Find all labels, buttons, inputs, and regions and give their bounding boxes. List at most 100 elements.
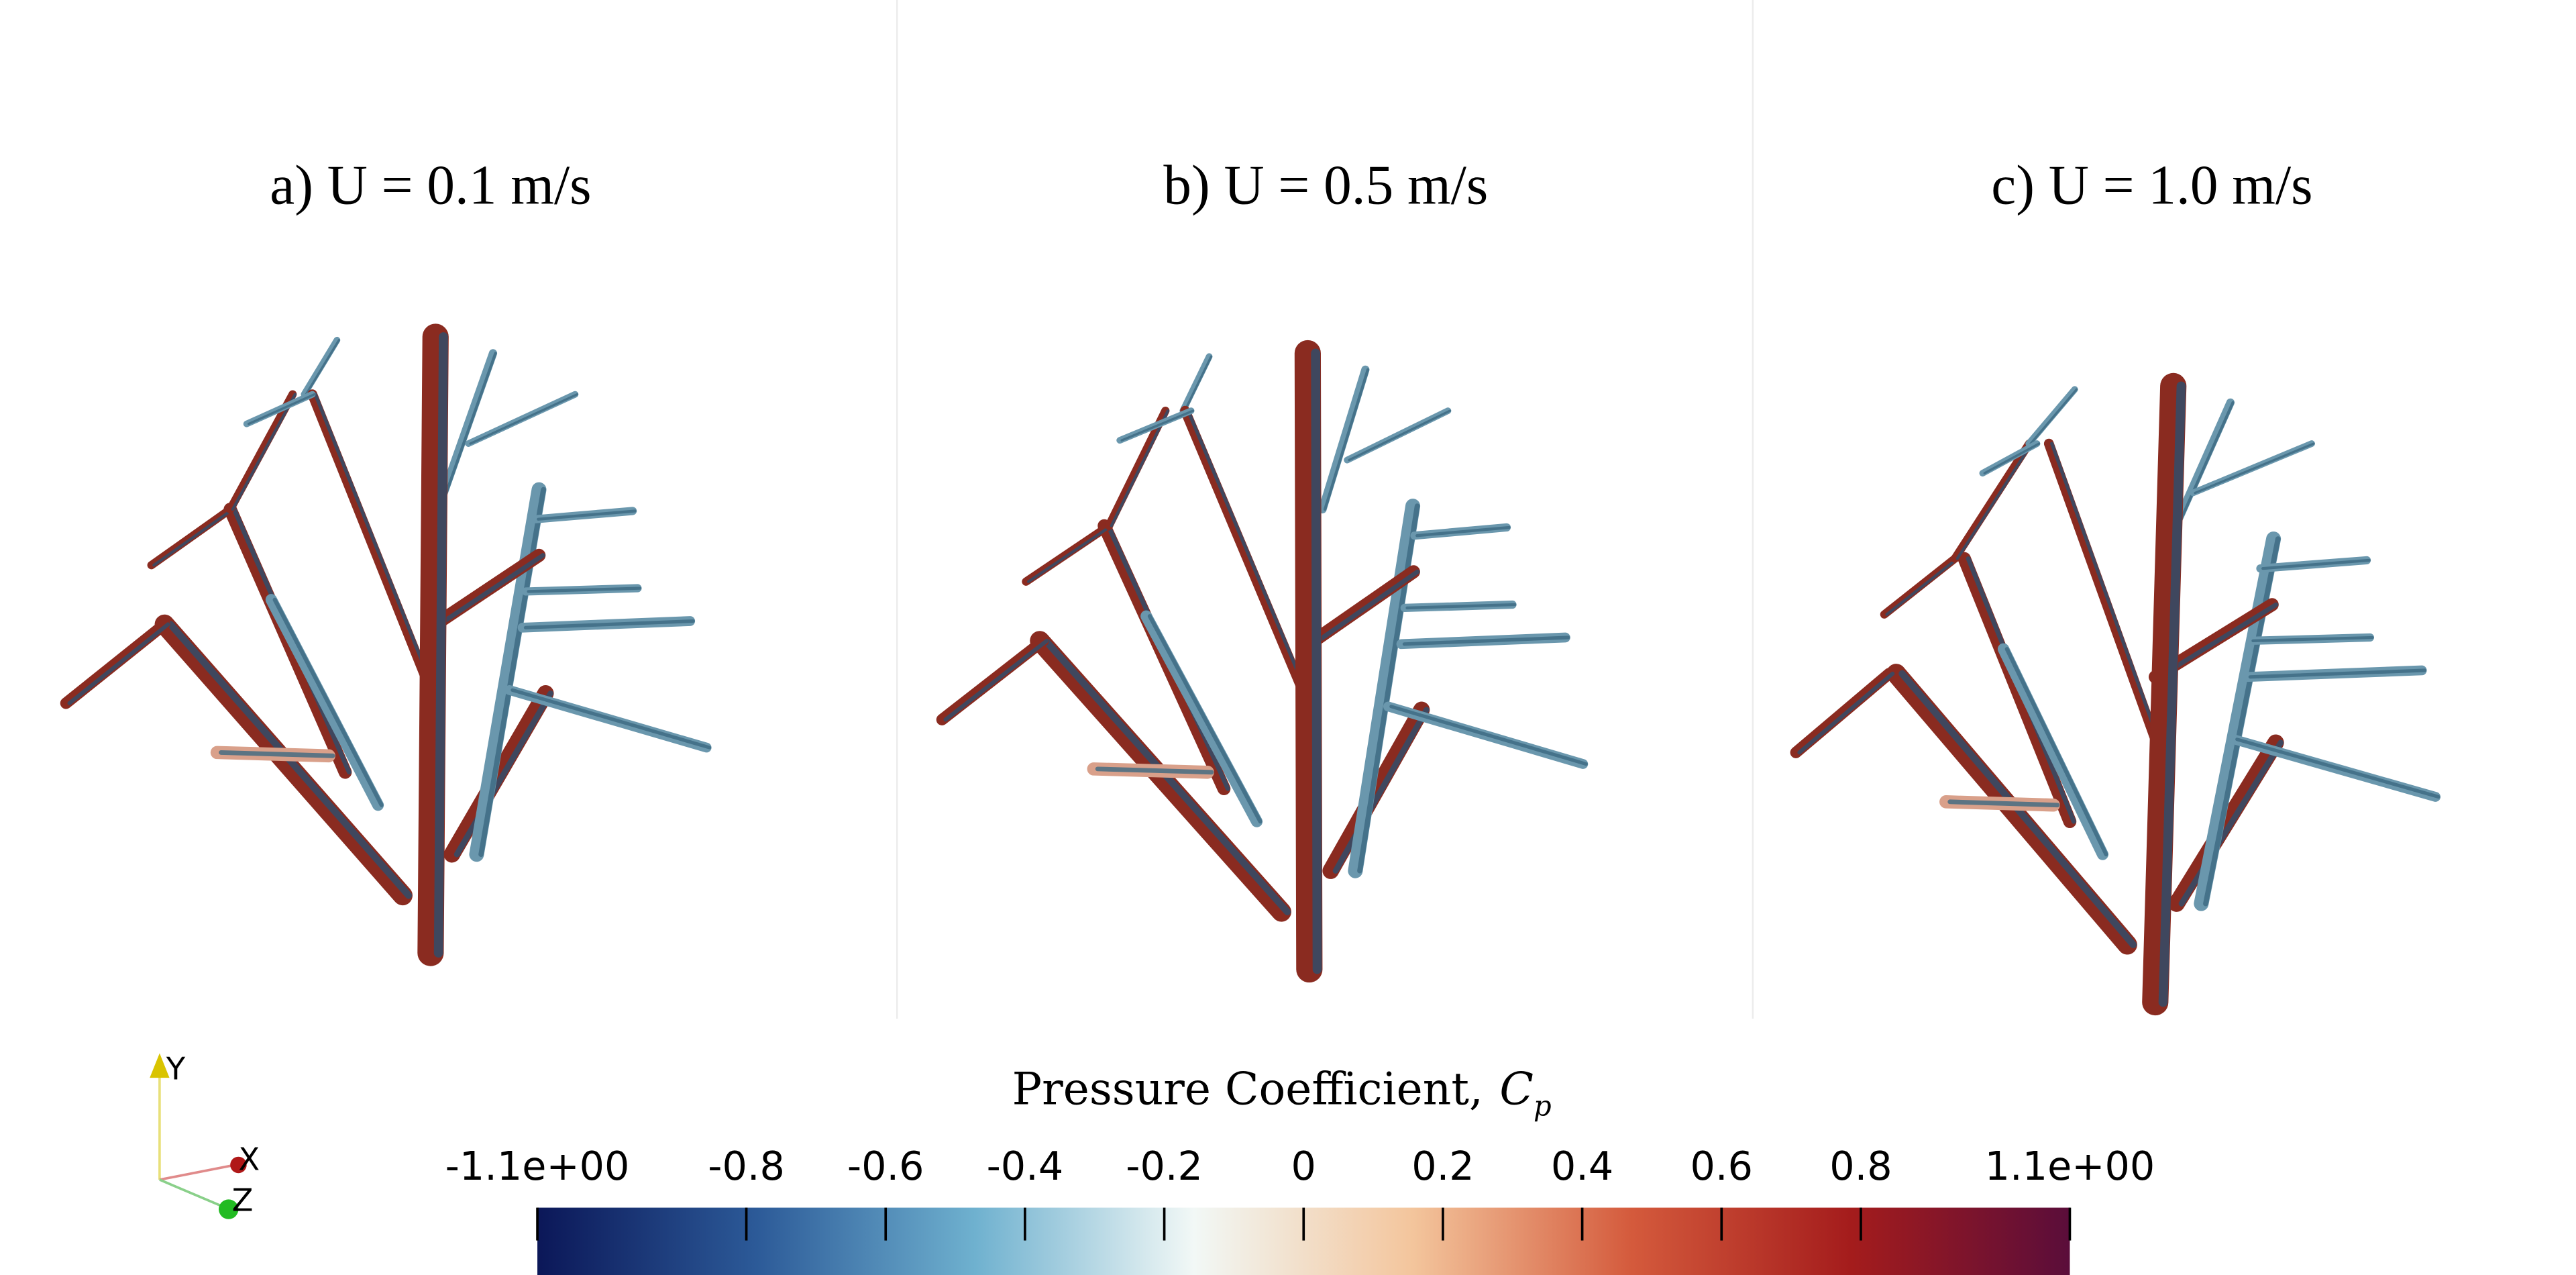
tick-label: 0.6 xyxy=(1690,1143,1753,1189)
branch-shade xyxy=(1311,569,1420,647)
branch xyxy=(1179,353,1213,415)
branch-shade xyxy=(2158,381,2186,1007)
branch xyxy=(1997,643,2109,860)
branch xyxy=(265,594,384,811)
branch-shade xyxy=(313,393,435,692)
branch-shade xyxy=(1332,707,1430,874)
tick-label: -0.8 xyxy=(708,1143,785,1189)
branch xyxy=(1318,365,1370,514)
branch-shade xyxy=(219,750,335,758)
branch-shade xyxy=(1311,348,1322,974)
tick-label: 1.1e+00 xyxy=(1985,1143,2155,1189)
tree xyxy=(936,340,1589,983)
z-axis-arrow xyxy=(159,1178,226,1209)
branch-shade xyxy=(2248,668,2427,679)
branch xyxy=(2168,734,2284,912)
branch-shade xyxy=(2157,602,2279,680)
branch-shade xyxy=(2194,442,2315,495)
axis-label: X xyxy=(238,1141,260,1177)
branch-shade xyxy=(2251,635,2374,643)
colorbar-symbol: C xyxy=(1499,1063,1534,1115)
branch-shade xyxy=(453,690,553,858)
branch-shade xyxy=(2178,740,2284,907)
colorbar-subscript: p xyxy=(1534,1089,1552,1122)
branch-shade xyxy=(1026,524,1113,583)
branch-shade xyxy=(1947,799,2060,808)
tree xyxy=(60,323,712,966)
orientation-axes: Y X Z xyxy=(150,1051,260,1219)
branch-shade xyxy=(1797,671,1895,755)
branch xyxy=(443,685,554,863)
branch-shade xyxy=(1120,409,1195,442)
branch-shade xyxy=(305,339,340,396)
branch xyxy=(1950,439,2033,563)
tick-label: -0.6 xyxy=(847,1143,924,1189)
branch xyxy=(226,390,297,514)
x-arrow-head xyxy=(230,1156,247,1174)
axis-label: Y xyxy=(166,1051,186,1087)
panel-title: c) U = 1.0 m/s xyxy=(1991,155,2312,217)
branch xyxy=(1140,610,1263,827)
colorbar: -1.1e+00 -0.8 -0.6 -0.4 -0.2 0 0.2 0.4 0.6 0.8 1.1… xyxy=(445,1143,2155,1275)
colorbar-title: Pressure Coefficient, Cp xyxy=(1012,1063,1552,1122)
branch xyxy=(301,336,341,398)
branch-shade xyxy=(1415,525,1511,538)
branch xyxy=(1180,405,1315,712)
branch-shade xyxy=(943,638,1049,722)
branch-shade xyxy=(152,507,235,567)
y-arrow-head xyxy=(150,1053,170,1078)
branch xyxy=(1880,554,1960,619)
tick-label: 0 xyxy=(1291,1143,1316,1189)
tree xyxy=(1790,372,2440,1016)
branch-shade xyxy=(469,393,579,445)
z-arrow-head xyxy=(219,1199,239,1219)
tick-label: -0.4 xyxy=(987,1143,1064,1189)
branch xyxy=(1104,406,1170,530)
tree-renderings xyxy=(60,323,2440,1016)
branch xyxy=(1322,701,1430,879)
tick-label: 0.4 xyxy=(1551,1143,1613,1189)
tick-label: -1.1e+00 xyxy=(445,1143,630,1189)
branch-shade xyxy=(247,393,316,425)
branch-shade xyxy=(1885,557,1959,616)
colorbar-title-text: Pressure Coefficient, xyxy=(1012,1063,1483,1115)
x-axis-arrow xyxy=(159,1164,235,1181)
branch xyxy=(439,349,498,497)
branch-shade xyxy=(1095,766,1214,775)
branch-shade xyxy=(1983,442,2041,474)
branch-shade xyxy=(2203,536,2281,907)
branch-shade xyxy=(2029,388,2078,445)
branch-shade xyxy=(511,688,712,750)
panel-title: b) U = 0.5 m/s xyxy=(1163,155,1488,217)
branch-shade xyxy=(231,393,297,511)
branch-shade xyxy=(1389,705,1588,766)
branch-shade xyxy=(1402,635,1570,646)
branch xyxy=(1294,340,1323,983)
branch-shade xyxy=(1955,442,2033,560)
branch-shade xyxy=(478,487,546,858)
tick-label: 0.8 xyxy=(1829,1143,1892,1189)
branch-shade xyxy=(1348,409,1452,462)
branch-shade xyxy=(2235,737,2440,799)
tick-label: -0.2 xyxy=(1126,1143,1203,1189)
branch-shade xyxy=(1186,409,1314,709)
branch xyxy=(60,618,170,709)
branch-shade xyxy=(1110,409,1170,527)
branch-shade xyxy=(527,586,642,593)
axis-label: Z xyxy=(232,1182,254,1219)
branch xyxy=(2043,438,2161,745)
branch-shade xyxy=(272,597,384,807)
branch-shade xyxy=(67,622,170,705)
branch-shade xyxy=(2261,558,2371,570)
branch-shade xyxy=(1323,368,1370,511)
branch-shade xyxy=(433,332,448,958)
branch-shade xyxy=(1147,614,1263,824)
branch xyxy=(417,323,449,966)
branch xyxy=(307,389,436,695)
branch xyxy=(1790,668,1895,758)
branch-shade xyxy=(1357,503,1420,874)
branch-shade xyxy=(1183,355,1213,412)
branch xyxy=(2194,531,2282,911)
tick-label: 0.2 xyxy=(1411,1143,1474,1189)
